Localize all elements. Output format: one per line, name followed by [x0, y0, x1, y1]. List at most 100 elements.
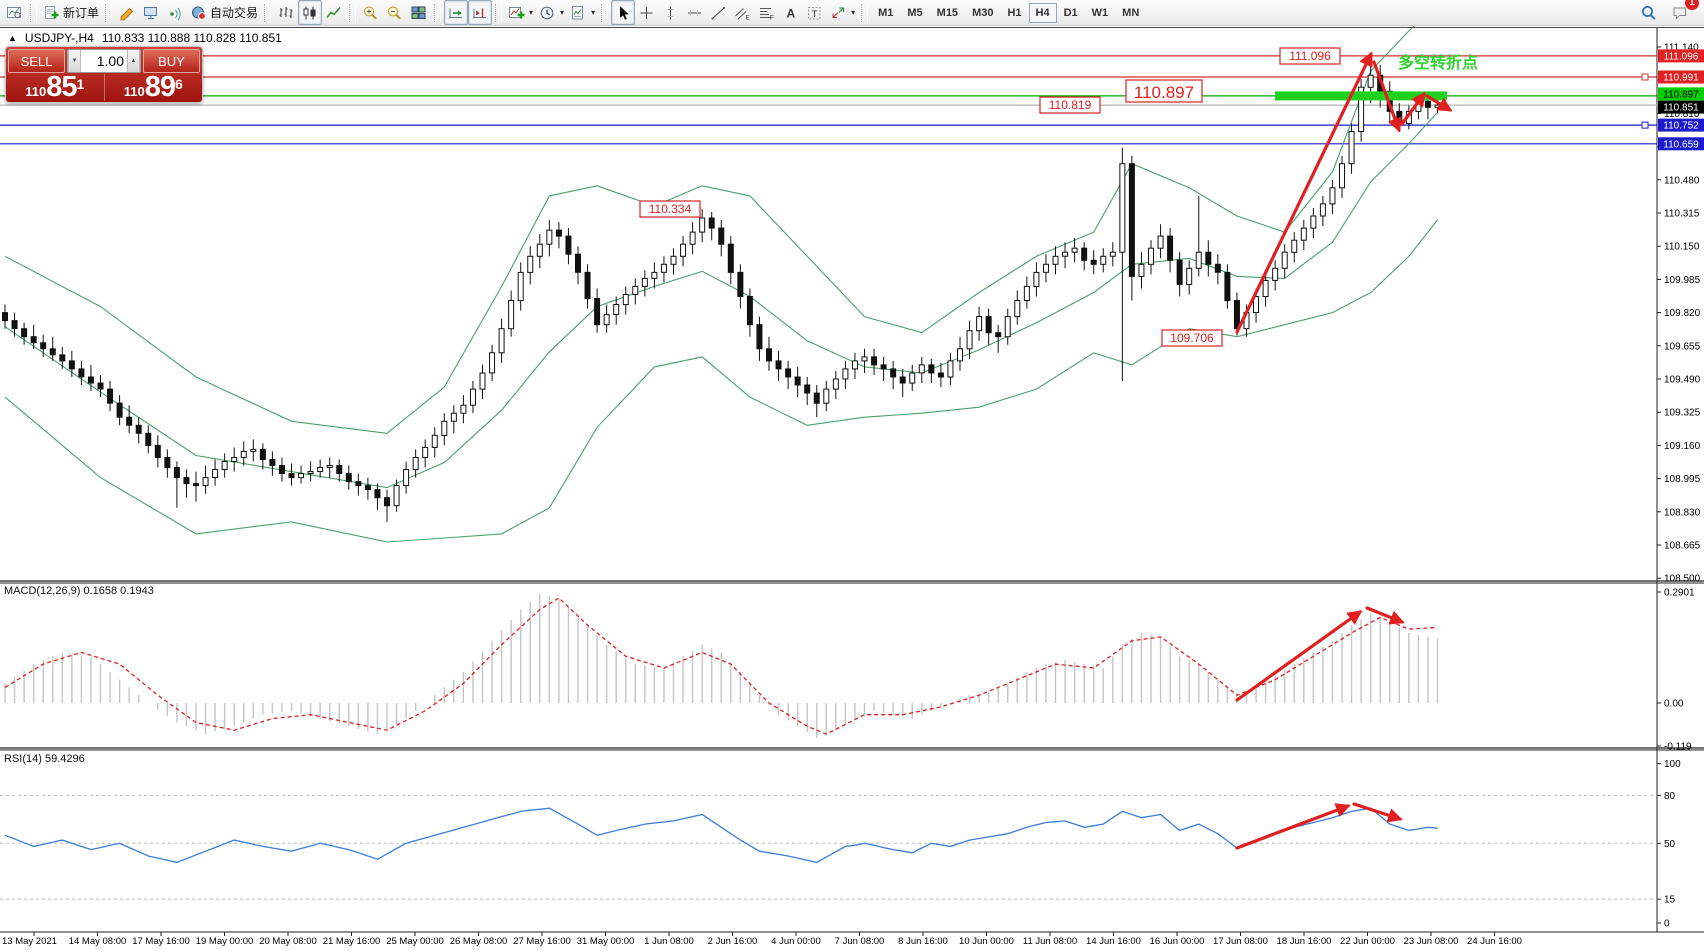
zoom-out-button[interactable]: [383, 0, 407, 25]
fibonacci-icon: F: [760, 7, 774, 21]
svg-text:109.655: 109.655: [1664, 341, 1701, 352]
buy-price-display[interactable]: 110 89 6: [103, 71, 203, 103]
candles-layer: [2, 55, 1441, 522]
svg-text:110.315: 110.315: [1664, 209, 1700, 220]
svg-text:80: 80: [1664, 791, 1676, 802]
svg-text:-0.119: -0.119: [1664, 742, 1692, 753]
volume-input[interactable]: [81, 50, 127, 72]
svg-text:109.706: 109.706: [1170, 331, 1214, 345]
auto-scroll-button[interactable]: [444, 0, 469, 25]
price-annotation-boxes[interactable]: 111.096 110.897 110.819 110.334 109.706 多空转折点: [639, 47, 1478, 347]
svg-text:1 Jun 08:00: 1 Jun 08:00: [644, 936, 694, 947]
price-trend-arrows[interactable]: [1235, 51, 1453, 334]
svg-text:T: T: [812, 9, 818, 20]
svg-text:110.150: 110.150: [1664, 242, 1700, 253]
svg-text:110.752: 110.752: [1663, 121, 1699, 132]
svg-text:2 Jun 16:00: 2 Jun 16:00: [708, 936, 758, 947]
autotrade-icon: [192, 6, 206, 20]
market-watch-button[interactable]: [139, 0, 163, 25]
svg-text:E: E: [746, 14, 751, 21]
timeframe-d1-button[interactable]: D1: [1063, 6, 1078, 19]
cursor-button[interactable]: [611, 0, 636, 25]
autoscroll-icon: [449, 8, 463, 18]
template-icon: [572, 5, 584, 19]
svg-text:25 May 00:00: 25 May 00:00: [386, 936, 444, 947]
macd-trend-arrows[interactable]: [1235, 606, 1405, 702]
templates-button[interactable]: ▾: [567, 0, 598, 25]
svg-text:26 May 08:00: 26 May 08:00: [450, 936, 508, 947]
sell-price-sup: 1: [76, 76, 85, 92]
fibonacci-retracement-button[interactable]: F: [755, 0, 779, 25]
svg-text:4 Jun 00:00: 4 Jun 00:00: [771, 936, 821, 947]
line-chart-button[interactable]: [322, 0, 346, 25]
candlestick-chart-button[interactable]: [298, 0, 323, 25]
svg-text:108.500: 108.500: [1664, 574, 1701, 585]
horizontal-line-button[interactable]: [683, 0, 707, 25]
crosshair-button[interactable]: [635, 0, 659, 25]
rsi-label: RSI(14) 59.4296: [4, 753, 85, 765]
svg-text:17 May 16:00: 17 May 16:00: [132, 936, 190, 947]
indicators-button[interactable]: ▾: [505, 0, 536, 25]
vertical-line-button[interactable]: [659, 0, 683, 25]
svg-text:110.851: 110.851: [1663, 103, 1699, 114]
tile-windows-button[interactable]: [407, 0, 431, 25]
signals-button[interactable]: [163, 0, 187, 25]
periods-button[interactable]: ▾: [536, 0, 567, 25]
chat-button[interactable]: 1: [1669, 0, 1699, 25]
candle-chart-icon: [303, 6, 316, 19]
trendline-button[interactable]: [707, 0, 731, 25]
styler-button[interactable]: [115, 0, 139, 25]
volume-up-button[interactable]: ▲: [127, 50, 140, 72]
buy-button[interactable]: BUY: [143, 49, 200, 73]
svg-text:0: 0: [1664, 919, 1670, 930]
svg-text:50: 50: [1664, 839, 1676, 850]
svg-text:21 May 16:00: 21 May 16:00: [323, 936, 381, 947]
toolbar: 新订单 自动交易 ▾ ▾ ▾ E F A T ▾ M1 M5 M15 M30 H1 H4 D1 W1 MN 1: [0, 0, 1704, 26]
buy-price-big: 89: [144, 71, 176, 103]
new-chart-button[interactable]: [3, 0, 27, 25]
text-tool-button[interactable]: A: [779, 0, 803, 25]
timeframe-w1-button[interactable]: W1: [1091, 6, 1109, 19]
search-icon: [1642, 5, 1656, 20]
bollinger-upper: [4, 4, 1438, 434]
svg-text:7 Jun 08:00: 7 Jun 08:00: [835, 936, 885, 947]
line-chart-icon: [326, 6, 341, 18]
svg-text:A: A: [787, 6, 796, 20]
equidistant-channel-button[interactable]: E: [731, 0, 755, 25]
zoom-in-button[interactable]: [359, 0, 383, 25]
sell-button[interactable]: SELL: [8, 49, 65, 73]
timeframe-mn-button[interactable]: MN: [1122, 6, 1140, 19]
crayon-icon: [120, 7, 134, 20]
chart-shift-button[interactable]: [468, 0, 493, 25]
arrow-objects-button[interactable]: ▾: [827, 0, 858, 25]
auto-trading-button[interactable]: 自动交易: [187, 0, 261, 25]
svg-text:24 Jun 16:00: 24 Jun 16:00: [1467, 936, 1522, 947]
chart-ohlc-values: 110.833 110.888 110.828 110.851: [101, 31, 282, 45]
new-order-button[interactable]: 新订单: [40, 0, 102, 25]
toolbar-grip: [495, 3, 503, 22]
bar-chart-icon: [279, 6, 293, 18]
chart-shift-icon: [473, 8, 487, 18]
timeframe-h4-button[interactable]: H4: [1028, 2, 1057, 23]
bar-chart-button[interactable]: [274, 0, 298, 25]
timeframe-m5-button[interactable]: M5: [907, 6, 923, 19]
timeframe-h1-button[interactable]: H1: [1007, 6, 1022, 19]
vline-icon: [667, 6, 674, 19]
timeframe-m30-button[interactable]: M30: [972, 6, 994, 19]
indicators-icon: [509, 6, 525, 18]
search-button[interactable]: [1637, 0, 1661, 25]
collapse-trade-panel-icon[interactable]: ▲: [8, 33, 17, 43]
svg-text:0.2901: 0.2901: [1664, 588, 1695, 599]
timeframe-m1-button[interactable]: M1: [878, 6, 894, 19]
support-highlight-bar[interactable]: [1275, 91, 1447, 101]
text-label-button[interactable]: T: [803, 0, 827, 25]
rsi-trend-arrows[interactable]: [1235, 802, 1403, 850]
timeframe-m15-button[interactable]: M15: [936, 6, 959, 19]
svg-text:110.480: 110.480: [1664, 175, 1700, 186]
label-icon: T: [808, 6, 821, 20]
svg-text:F: F: [770, 14, 774, 21]
volume-down-button[interactable]: ▼: [68, 50, 81, 72]
sell-price-display[interactable]: 110 85 1: [6, 73, 104, 102]
